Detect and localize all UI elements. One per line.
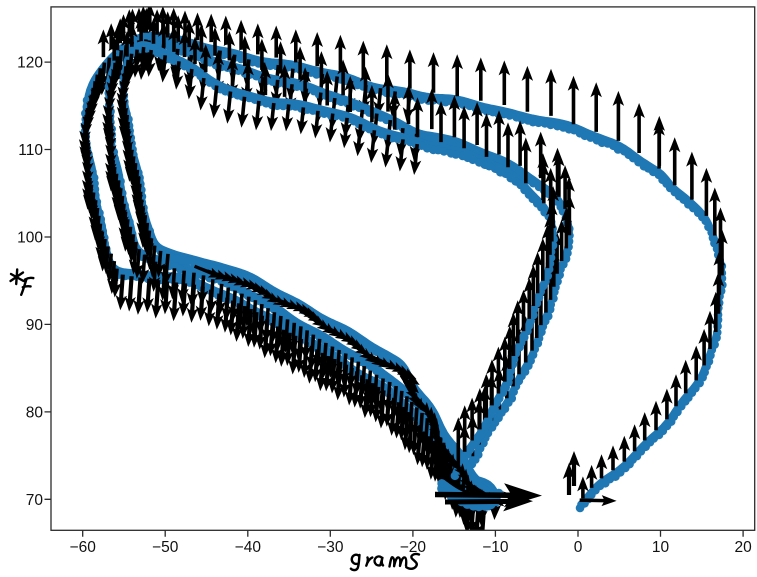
svg-text:120: 120 xyxy=(17,55,43,72)
svg-text:−10: −10 xyxy=(482,539,509,556)
svg-text:−60: −60 xyxy=(70,539,97,556)
svg-text:20: 20 xyxy=(734,539,752,556)
svg-text:10: 10 xyxy=(652,539,670,556)
svg-text:0: 0 xyxy=(574,539,583,556)
svg-text:70: 70 xyxy=(26,492,44,509)
svg-text:90: 90 xyxy=(26,317,44,334)
svg-text:−30: −30 xyxy=(317,539,344,556)
svg-text:−20: −20 xyxy=(400,539,427,556)
svg-text:100: 100 xyxy=(17,230,43,247)
svg-text:−40: −40 xyxy=(235,539,262,556)
svg-text:110: 110 xyxy=(18,142,43,159)
svg-text:80: 80 xyxy=(26,404,44,421)
svg-text:−50: −50 xyxy=(152,539,179,556)
